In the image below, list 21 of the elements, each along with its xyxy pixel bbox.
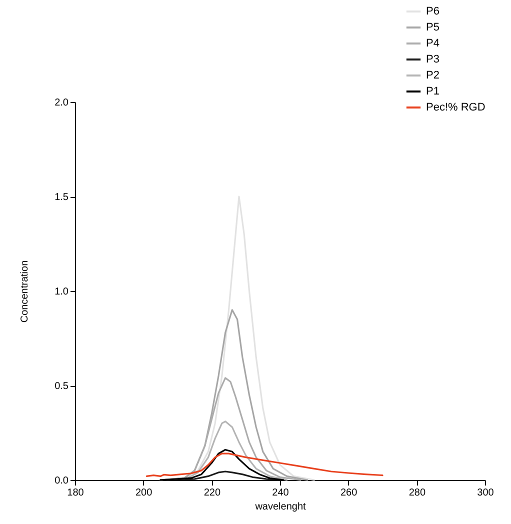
y-tick-label: 0.5: [54, 381, 69, 392]
legend-label: P1: [426, 86, 440, 98]
x-tick-label: 300: [477, 488, 494, 498]
legend-label: P3: [426, 54, 440, 66]
y-tick-label: 2.0: [54, 98, 69, 108]
legend-label: P6: [426, 6, 440, 18]
x-tick-label: 180: [67, 488, 84, 498]
legend-label: Pec!% RGD: [426, 102, 486, 114]
legend-label: P4: [426, 38, 440, 50]
legend-label: P2: [426, 70, 440, 82]
y-tick-label: 1.0: [54, 286, 69, 298]
x-tick-label: 240: [272, 488, 290, 498]
x-tick-label: 200: [135, 488, 153, 498]
x-tick-label: 280: [408, 488, 426, 498]
y-axis-title: Concentration: [20, 260, 31, 323]
y-tick-label: 1.5: [54, 192, 69, 203]
x-tick-label: 260: [340, 488, 358, 498]
x-tick-label: 220: [204, 488, 221, 498]
legend-label: P5: [426, 22, 440, 34]
y-tick-label: 0.0: [54, 476, 69, 486]
x-axis-title: wavelenght: [254, 502, 306, 512]
